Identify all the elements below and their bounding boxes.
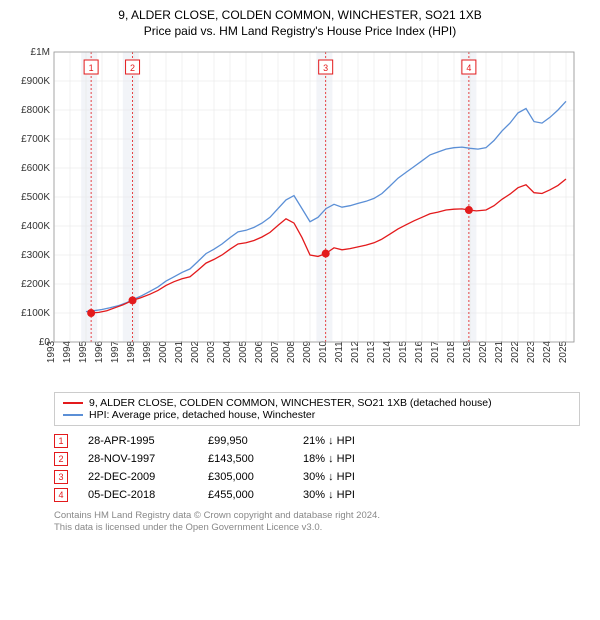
transaction-marker: 4 [54,488,68,502]
svg-text:1996: 1996 [94,340,105,363]
svg-text:4: 4 [466,63,471,73]
legend-row-property: 9, ALDER CLOSE, COLDEN COMMON, WINCHESTE… [63,397,571,409]
svg-text:2001: 2001 [174,340,185,363]
title-address: 9, ALDER CLOSE, COLDEN COMMON, WINCHESTE… [10,8,590,22]
svg-text:2014: 2014 [382,340,393,363]
svg-text:£500K: £500K [21,192,50,203]
legend-label-hpi: HPI: Average price, detached house, Winc… [89,409,315,421]
svg-text:2006: 2006 [254,340,265,363]
transaction-date: 28-NOV-1997 [88,453,188,465]
transaction-price: £143,500 [208,453,283,465]
svg-text:2015: 2015 [398,340,409,363]
footer-line1: Contains HM Land Registry data © Crown c… [54,510,580,522]
svg-text:2021: 2021 [494,340,505,363]
svg-text:2022: 2022 [510,340,521,363]
svg-text:1999: 1999 [142,340,153,363]
svg-text:2004: 2004 [222,340,233,363]
legend-row-hpi: HPI: Average price, detached house, Winc… [63,409,571,421]
transaction-diff: 30% ↓ HPI [303,471,403,483]
svg-text:£900K: £900K [21,76,50,87]
svg-text:£1M: £1M [31,47,50,58]
svg-text:2011: 2011 [334,341,345,363]
svg-text:2018: 2018 [446,340,457,363]
transaction-diff: 30% ↓ HPI [303,489,403,501]
svg-text:3: 3 [323,63,328,73]
legend-label-property: 9, ALDER CLOSE, COLDEN COMMON, WINCHESTE… [89,397,492,409]
svg-text:2005: 2005 [238,340,249,363]
svg-text:2007: 2007 [270,340,281,363]
legend: 9, ALDER CLOSE, COLDEN COMMON, WINCHESTE… [54,392,580,426]
svg-text:2002: 2002 [190,340,201,363]
svg-text:2019: 2019 [462,340,473,363]
svg-text:2024: 2024 [542,340,553,363]
chart-svg: £0£100K£200K£300K£400K£500K£600K£700K£80… [10,44,590,384]
svg-text:1997: 1997 [110,340,121,363]
transaction-price: £99,950 [208,435,283,447]
transaction-price: £455,000 [208,489,283,501]
svg-text:2009: 2009 [302,340,313,363]
svg-text:2020: 2020 [478,340,489,363]
svg-text:1993: 1993 [46,340,57,363]
svg-text:2: 2 [130,63,135,73]
svg-text:1: 1 [89,63,94,73]
svg-text:£600K: £600K [21,163,50,174]
transaction-date: 05-DEC-2018 [88,489,188,501]
legend-swatch-hpi [63,414,83,416]
svg-text:£200K: £200K [21,279,50,290]
transaction-diff: 18% ↓ HPI [303,453,403,465]
table-row: 1 28-APR-1995 £99,950 21% ↓ HPI [54,432,580,450]
table-row: 4 05-DEC-2018 £455,000 30% ↓ HPI [54,486,580,504]
transaction-marker: 3 [54,470,68,484]
svg-text:2000: 2000 [158,340,169,363]
svg-text:1994: 1994 [62,340,73,363]
svg-text:2010: 2010 [318,340,329,363]
table-row: 3 22-DEC-2009 £305,000 30% ↓ HPI [54,468,580,486]
transaction-price: £305,000 [208,471,283,483]
svg-text:2025: 2025 [558,340,569,363]
footer-line2: This data is licensed under the Open Gov… [54,522,580,534]
title-block: 9, ALDER CLOSE, COLDEN COMMON, WINCHESTE… [10,8,590,38]
footer-attribution: Contains HM Land Registry data © Crown c… [54,510,580,535]
svg-text:£400K: £400K [21,221,50,232]
chart-container: 9, ALDER CLOSE, COLDEN COMMON, WINCHESTE… [0,0,600,543]
svg-text:2016: 2016 [414,340,425,363]
svg-text:£300K: £300K [21,250,50,261]
svg-text:2013: 2013 [366,340,377,363]
svg-text:2003: 2003 [206,340,217,363]
transaction-date: 28-APR-1995 [88,435,188,447]
transaction-date: 22-DEC-2009 [88,471,188,483]
svg-text:2012: 2012 [350,340,361,363]
svg-text:£700K: £700K [21,134,50,145]
svg-text:1998: 1998 [126,340,137,363]
svg-text:£800K: £800K [21,105,50,116]
svg-text:2017: 2017 [430,340,441,363]
svg-text:2023: 2023 [526,340,537,363]
svg-text:£100K: £100K [21,308,50,319]
transactions-table: 1 28-APR-1995 £99,950 21% ↓ HPI 2 28-NOV… [54,432,580,504]
table-row: 2 28-NOV-1997 £143,500 18% ↓ HPI [54,450,580,468]
chart-area: £0£100K£200K£300K£400K£500K£600K£700K£80… [10,44,590,384]
svg-text:2008: 2008 [286,340,297,363]
svg-text:1995: 1995 [78,340,89,363]
legend-swatch-property [63,402,83,404]
transaction-diff: 21% ↓ HPI [303,435,403,447]
transaction-marker: 2 [54,452,68,466]
transaction-marker: 1 [54,434,68,448]
title-subtitle: Price paid vs. HM Land Registry's House … [10,24,590,38]
